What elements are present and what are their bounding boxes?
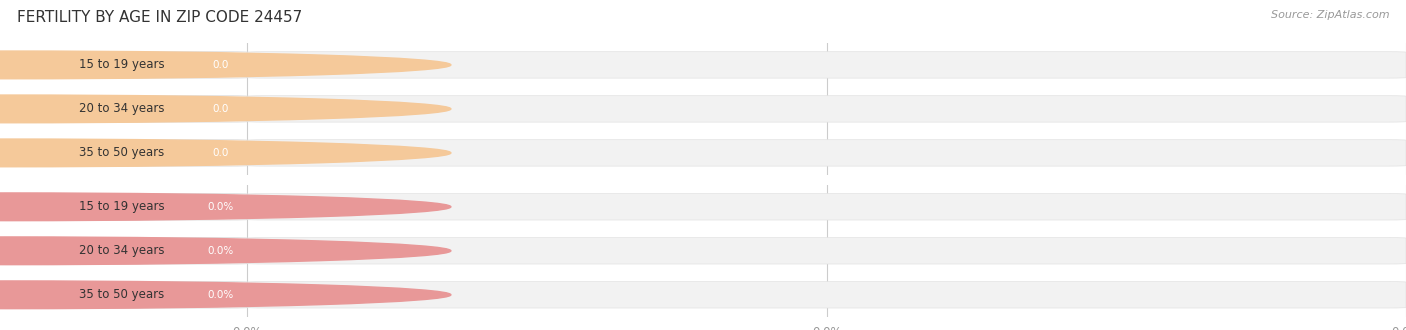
FancyBboxPatch shape: [8, 281, 247, 308]
FancyBboxPatch shape: [247, 52, 1406, 78]
Text: 0.0: 0.0: [212, 148, 229, 158]
Text: 0.0: 0.0: [212, 104, 229, 114]
Text: 0.0%: 0.0%: [208, 290, 233, 300]
FancyBboxPatch shape: [8, 238, 247, 264]
FancyBboxPatch shape: [195, 283, 246, 306]
FancyBboxPatch shape: [8, 194, 247, 220]
Circle shape: [0, 139, 451, 167]
FancyBboxPatch shape: [247, 194, 1406, 220]
Circle shape: [0, 95, 451, 123]
FancyBboxPatch shape: [247, 140, 1406, 166]
FancyBboxPatch shape: [247, 96, 1406, 122]
Text: Source: ZipAtlas.com: Source: ZipAtlas.com: [1271, 10, 1389, 20]
Text: FERTILITY BY AGE IN ZIP CODE 24457: FERTILITY BY AGE IN ZIP CODE 24457: [17, 10, 302, 25]
Text: 35 to 50 years: 35 to 50 years: [79, 288, 165, 301]
Text: 15 to 19 years: 15 to 19 years: [79, 58, 165, 71]
FancyBboxPatch shape: [195, 142, 246, 164]
Text: 0.0%: 0.0%: [208, 202, 233, 212]
FancyBboxPatch shape: [247, 281, 1406, 308]
Circle shape: [0, 237, 451, 265]
FancyBboxPatch shape: [8, 140, 247, 166]
Circle shape: [0, 281, 451, 309]
FancyBboxPatch shape: [8, 52, 247, 78]
Text: 20 to 34 years: 20 to 34 years: [79, 102, 165, 115]
FancyBboxPatch shape: [195, 54, 246, 76]
Text: 15 to 19 years: 15 to 19 years: [79, 200, 165, 213]
FancyBboxPatch shape: [195, 240, 246, 262]
FancyBboxPatch shape: [195, 98, 246, 120]
Circle shape: [0, 193, 451, 221]
Text: 0.0: 0.0: [212, 60, 229, 70]
FancyBboxPatch shape: [195, 196, 246, 218]
FancyBboxPatch shape: [8, 96, 247, 122]
Circle shape: [0, 51, 451, 79]
Text: 35 to 50 years: 35 to 50 years: [79, 147, 165, 159]
Text: 0.0%: 0.0%: [208, 246, 233, 256]
FancyBboxPatch shape: [247, 238, 1406, 264]
Text: 20 to 34 years: 20 to 34 years: [79, 244, 165, 257]
